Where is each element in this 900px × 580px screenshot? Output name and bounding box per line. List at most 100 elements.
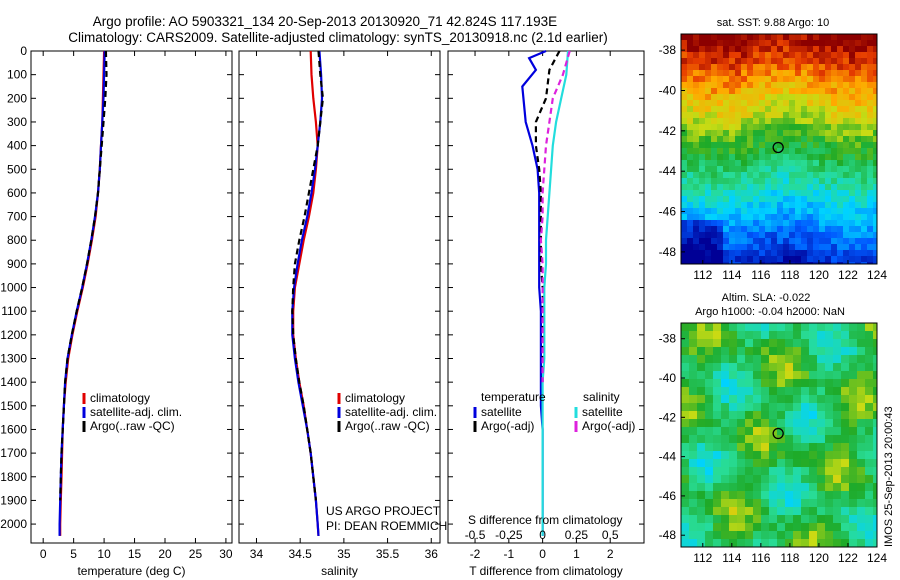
sat_sst_map-cell <box>687 52 694 59</box>
temperature-y-tick-label: 1600 <box>0 422 27 436</box>
sat_sst_map-cell <box>819 52 826 59</box>
sat_sst_map-cell <box>801 160 808 167</box>
sat_sst_map-cell <box>831 250 838 257</box>
altim_sla_map-cell <box>873 531 877 540</box>
sat_sst_map-cell <box>867 262 874 264</box>
sat_sst_map-cell <box>711 250 718 257</box>
altim_sla_map-cell <box>785 531 794 540</box>
altim_sla_map-cell <box>745 395 754 404</box>
altim_sla_map-cell <box>737 355 746 364</box>
altim_sla_map-cell <box>865 371 874 380</box>
altim_sla_map-cell <box>745 435 754 444</box>
sat_sst_map-cell <box>825 40 832 47</box>
altim_sla_map-cell <box>729 371 738 380</box>
sat_sst_map-cell <box>843 166 850 173</box>
salinity-legend-label: Argo(..raw -QC) <box>345 419 430 433</box>
sat_sst_map-cell <box>825 184 832 191</box>
altim_sla_map-cell <box>865 467 874 476</box>
sat_sst_map-cell <box>729 226 736 233</box>
sat_sst_map-cell <box>807 94 814 101</box>
altim_sla_map-cell <box>841 395 850 404</box>
sat_sst_map-cell <box>759 94 766 101</box>
altim_sla_map-cell <box>761 395 770 404</box>
sat_sst_map-cell <box>771 172 778 179</box>
sat_sst_map-cell <box>789 202 796 209</box>
sat_sst_map-cell <box>861 262 868 264</box>
sat_sst_map-cell <box>831 34 838 41</box>
sat_sst_map-cell <box>795 106 802 113</box>
sat_sst_map-cell <box>681 262 688 264</box>
sat_sst_map-cell <box>789 70 796 77</box>
sat_sst_map-cell <box>819 196 826 203</box>
sat_sst_map-cell <box>855 226 862 233</box>
salinity-x-tick-label: 34 <box>250 547 264 561</box>
sat_sst_map-cell <box>843 220 850 227</box>
sat_sst_map-cell <box>681 172 688 179</box>
altim_sla_map-cell <box>809 475 818 484</box>
sat_sst_map-cell <box>753 154 760 161</box>
sat_sst_map-cell <box>783 166 790 173</box>
diff-salinity-legend-label: satellite <box>582 405 623 419</box>
sat_sst_map-cell <box>723 196 730 203</box>
altim_sla_map-cell <box>785 403 794 412</box>
difference-x-tick-label: 2 <box>607 547 614 561</box>
sat_sst_map-cell <box>711 232 718 239</box>
sat_sst_map-cell <box>819 232 826 239</box>
sat_sst_map-cell <box>873 226 877 233</box>
sat_sst_map-cell <box>741 76 748 83</box>
altim_sla_map-cell <box>705 379 714 388</box>
altim_sla_map-cell <box>729 403 738 412</box>
sat_sst_map-cell <box>693 244 700 251</box>
altim_sla_map-cell <box>817 523 826 532</box>
altim_sla_map-cell <box>809 331 818 340</box>
altim_sla_map-cell <box>793 507 802 516</box>
sat_sst_map-cell <box>759 154 766 161</box>
sat_sst_map-cell <box>819 64 826 71</box>
sat_sst_map-cell <box>795 34 802 41</box>
sat_sst_map-cell <box>867 208 874 215</box>
altim_sla_map-cell <box>753 363 762 372</box>
sat_sst_map-cell <box>687 244 694 251</box>
sat_sst_map-cell <box>705 142 712 149</box>
salinity-x-tick-label: 35.5 <box>376 547 400 561</box>
temperature-y-tick-label: 1400 <box>0 375 27 389</box>
altim_sla_map-cell <box>761 507 770 516</box>
altim_sla_map-cell <box>793 419 802 428</box>
sat_sst_map-cell <box>765 82 772 89</box>
altim_sla_map-cell <box>873 467 877 476</box>
sat_sst_map-cell <box>735 58 742 65</box>
sat_sst_map-cell <box>861 208 868 215</box>
altim_sla_map-cell <box>737 363 746 372</box>
sat_sst_map-cell <box>705 124 712 131</box>
sat_sst_map-cell <box>855 58 862 65</box>
sat_sst_map-cell <box>729 244 736 251</box>
altim_sla_map-cell <box>689 491 698 500</box>
sat_sst_map-cell <box>705 100 712 107</box>
sat_sst_map-cell <box>693 256 700 263</box>
sat_sst_map-cell <box>747 130 754 137</box>
altim_sla_map-cell <box>721 467 730 476</box>
sat_sst_map-cell <box>825 136 832 143</box>
sat_sst_map-cell <box>699 88 706 95</box>
altim_sla_map-cell <box>769 435 778 444</box>
sat_sst_map-cell <box>747 184 754 191</box>
sat_sst_map-cell <box>717 214 724 221</box>
sat_sst_map-cell <box>711 124 718 131</box>
altim_sla_map-cell <box>753 379 762 388</box>
sat_sst_map-cell <box>711 184 718 191</box>
altim_sla_map-cell <box>785 539 794 547</box>
sat_sst_map-cell <box>717 52 724 59</box>
altim_sla_map-cell <box>777 531 786 540</box>
altim_sla_map-cell <box>873 355 877 364</box>
sat_sst_map-cell <box>729 172 736 179</box>
sat_sst_map-cell <box>759 184 766 191</box>
sat_sst_map-cell <box>699 46 706 53</box>
altim_sla_map-cell <box>857 515 866 524</box>
altim_sla_map-cell <box>697 411 706 420</box>
sat_sst_map-cell <box>693 226 700 233</box>
sat_sst_map-cell <box>723 160 730 167</box>
altim_sla_map-cell <box>753 419 762 428</box>
sat_sst_map-cell <box>801 100 808 107</box>
sat_sst_map-cell <box>771 112 778 119</box>
altim_sla_map-cell <box>761 467 770 476</box>
